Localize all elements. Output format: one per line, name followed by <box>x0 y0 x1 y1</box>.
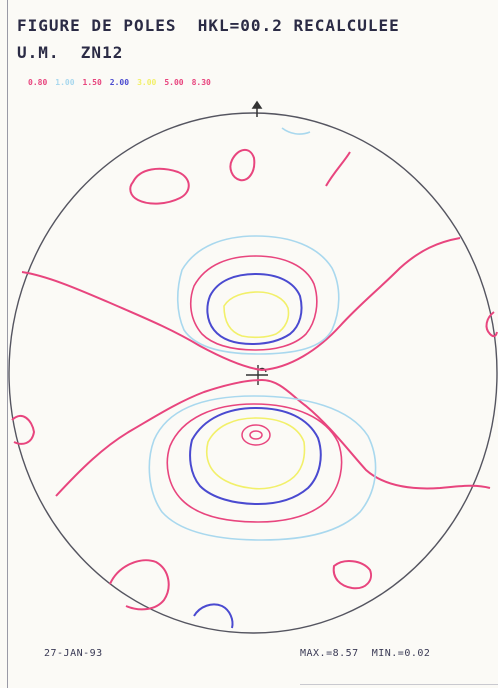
contour-top-left-island <box>129 167 190 205</box>
contour-bottom-right-island <box>332 560 372 590</box>
contour-bottom-edge-blue <box>193 603 234 629</box>
projection-circle <box>8 112 498 634</box>
legend-level-2: 1.00 <box>55 78 75 87</box>
contour-peak-8-30 <box>249 430 263 440</box>
figure-subtitle: U.M. ZN12 <box>17 43 124 62</box>
contour-lower-pink <box>166 403 343 523</box>
contour-upper-pink <box>189 255 318 351</box>
legend-level-1: 0.80 <box>28 78 48 87</box>
plot-date: 27-JAN-93 <box>44 648 103 659</box>
legend-level-7: 8.30 <box>191 78 211 87</box>
legend-level-6: 5.00 <box>164 78 184 87</box>
contour-peak-5-00 <box>241 424 271 446</box>
contour-top-edge-lightblue <box>281 127 311 135</box>
contour-lower-yellow <box>205 417 306 490</box>
north-arrow-icon <box>251 100 263 117</box>
contour-level-3-00 <box>205 291 306 490</box>
legend-level-3: 1.50 <box>82 78 102 87</box>
max-min-values: MAX.=8.57 MIN.=0.02 <box>300 648 431 659</box>
contour-level-2-00 <box>189 272 322 629</box>
contour-upper-lightblue <box>176 235 340 355</box>
figure-title: FIGURE DE POLES HKL=00.2 RECALCULEE <box>17 16 400 35</box>
legend-level-5: 3.00 <box>137 78 157 87</box>
contour-top-right-arc <box>325 151 351 187</box>
contour-bottom-left-island <box>109 559 170 611</box>
contour-right-edge-blob <box>485 311 498 338</box>
contour-level-0-80 <box>11 149 498 611</box>
contour-lower-blue <box>189 406 322 506</box>
contour-level-legend: 0.80 1.00 1.50 2.00 3.00 5.00 8.30 <box>28 78 211 87</box>
contour-level-peaks <box>241 424 271 446</box>
contour-lower-lightblue <box>148 395 377 541</box>
contour-left-edge-blob <box>11 414 36 445</box>
contour-left-lower-band <box>55 378 491 497</box>
contour-level-1-00 <box>148 127 377 541</box>
contour-top-small-island <box>229 149 256 182</box>
legend-level-4: 2.00 <box>109 78 130 87</box>
contour-upper-blue <box>206 272 303 346</box>
contour-left-upper-band <box>21 237 461 372</box>
bottom-margin-rule <box>300 684 498 685</box>
contour-upper-yellow <box>223 291 290 339</box>
contour-level-1-50 <box>166 255 343 523</box>
left-margin-rule <box>7 0 8 688</box>
